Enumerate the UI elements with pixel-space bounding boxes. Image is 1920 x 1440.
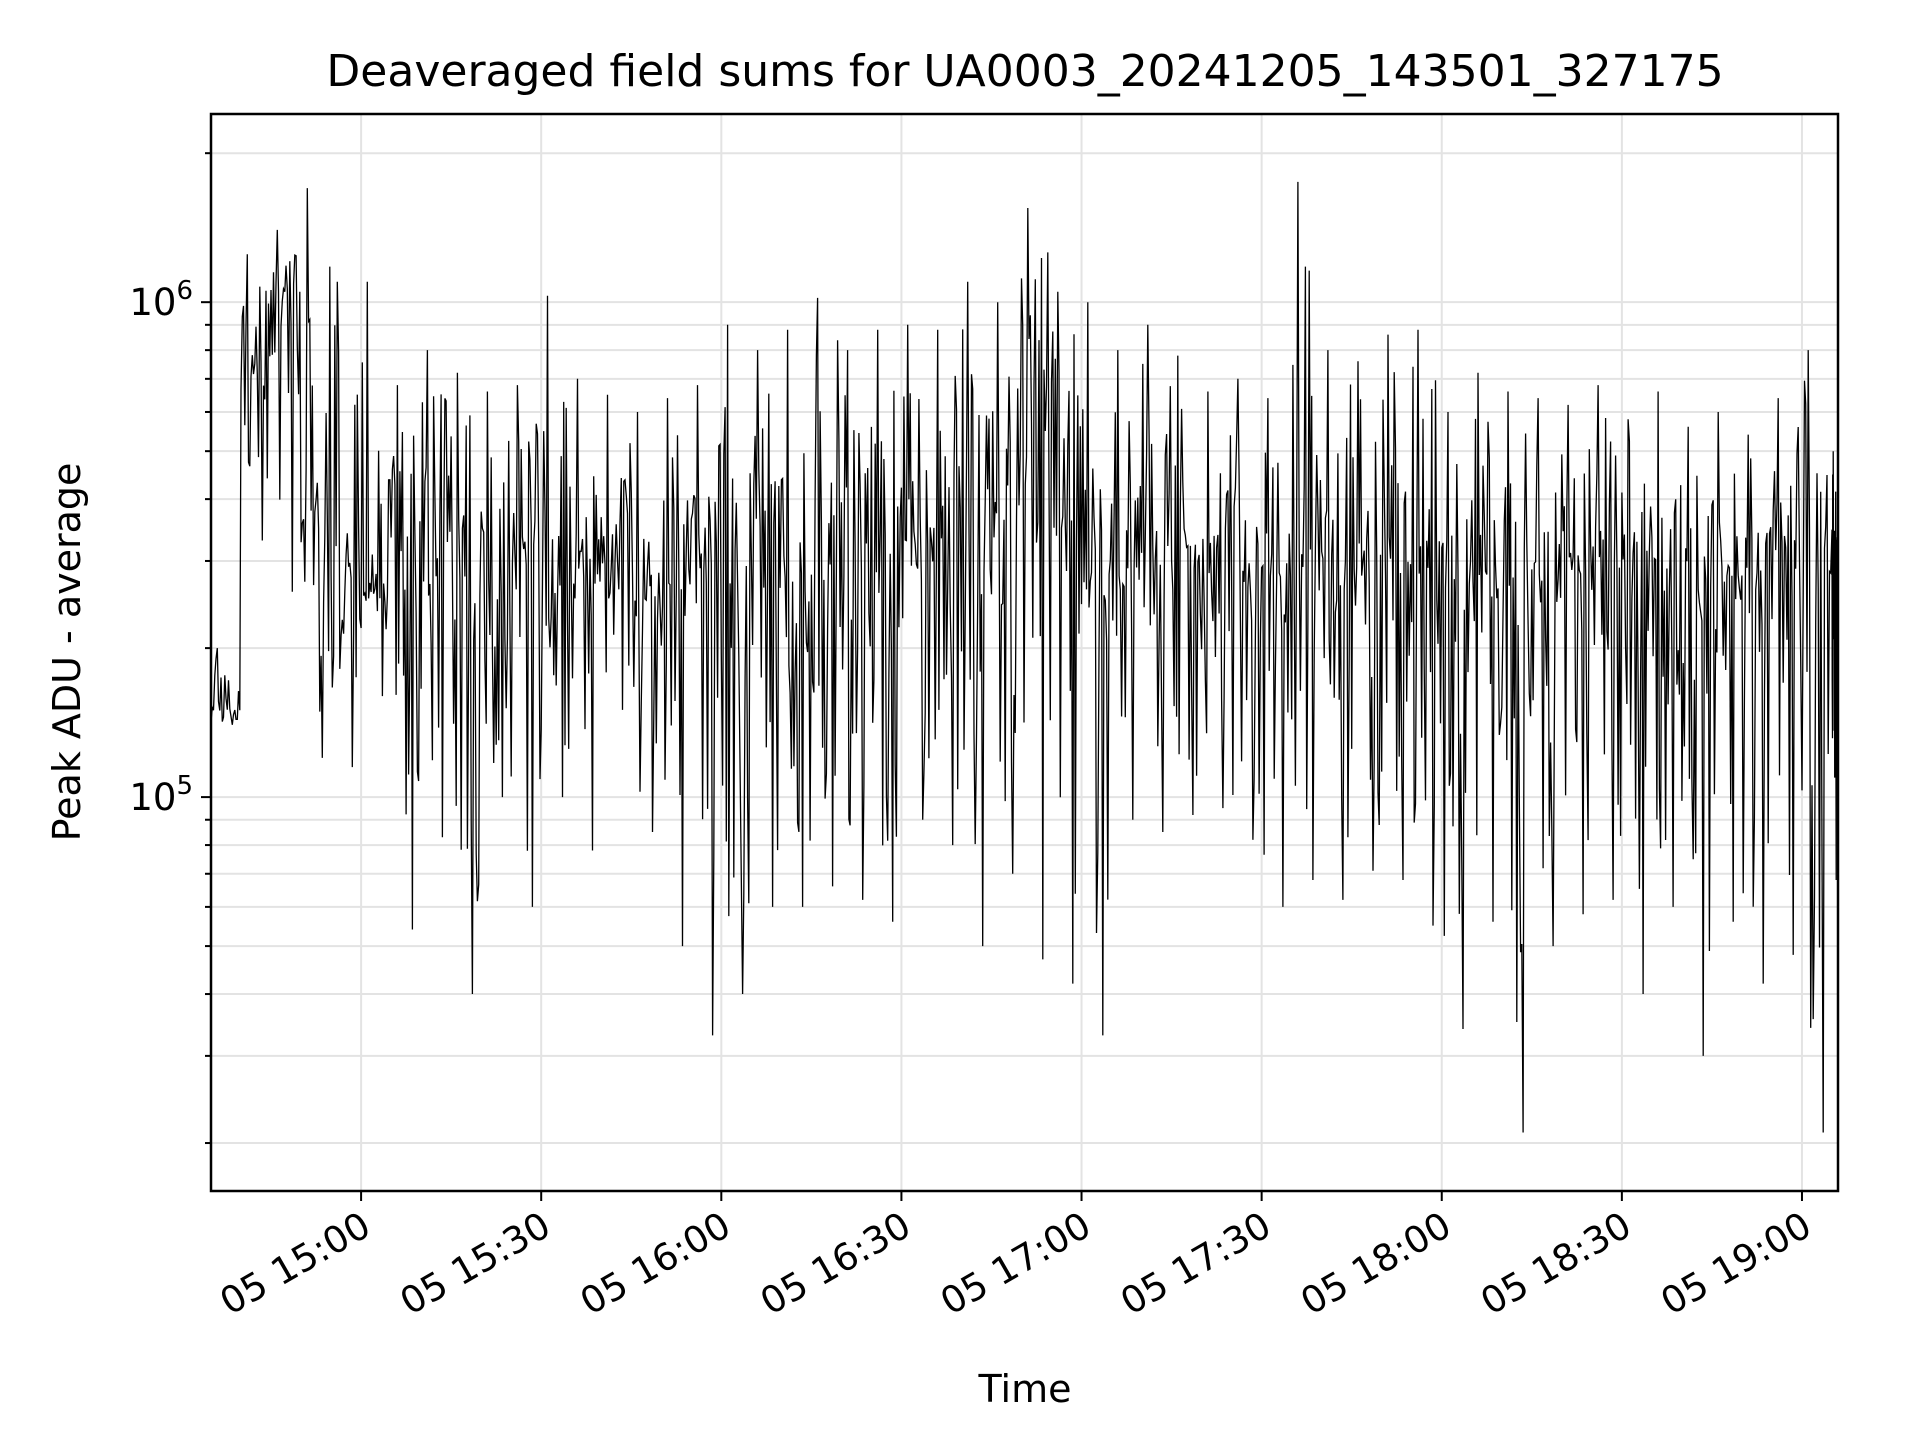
x-tick-label: 05 16:00 [573,1204,738,1324]
x-tick-label: 05 16:30 [753,1204,918,1324]
x-tick-label: 05 19:00 [1654,1204,1819,1324]
x-tick-label: 05 18:00 [1293,1204,1458,1324]
x-tick-label: 05 17:00 [933,1204,1098,1324]
y-tick-label: 106 [129,276,193,324]
x-tick-label: 05 18:30 [1474,1204,1639,1324]
x-tick-label: 05 15:00 [213,1204,378,1324]
grid [211,114,1838,1191]
series-line [210,181,1839,1133]
y-tick-label: 105 [129,771,193,819]
x-axis-label: Time [978,1367,1072,1411]
x-tick-label: 05 15:30 [393,1204,558,1324]
x-tick-label: 05 17:30 [1113,1204,1278,1324]
y-tick-label-exponent: 6 [176,276,193,306]
data-series [210,181,1839,1133]
y-axis-label: Peak ADU - average [45,463,89,842]
chart-title: Deaveraged field sums for UA0003_2024120… [326,46,1723,97]
y-tick-label-exponent: 5 [176,771,193,801]
y-tick-label-base: 10 [129,776,176,819]
y-tick-label-base: 10 [129,281,176,324]
plot-frame [209,112,1840,1193]
